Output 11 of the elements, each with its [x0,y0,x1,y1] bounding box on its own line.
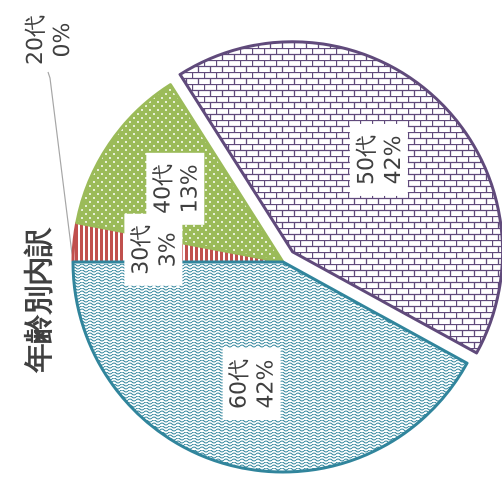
data-label: 42% [254,360,279,408]
category-label: 20代 [23,15,48,65]
data-label: 3% [155,232,180,268]
slice-label: 40代 [150,164,176,214]
slice-label: 50代 [354,134,379,185]
slice-label: 30代 [128,224,154,275]
data-label: 42% [380,135,406,184]
text: 0% [50,22,75,58]
data-label: 13% [177,164,202,214]
text: 年齢別内訳 [21,226,55,374]
slice-label: 60代 [226,359,252,410]
